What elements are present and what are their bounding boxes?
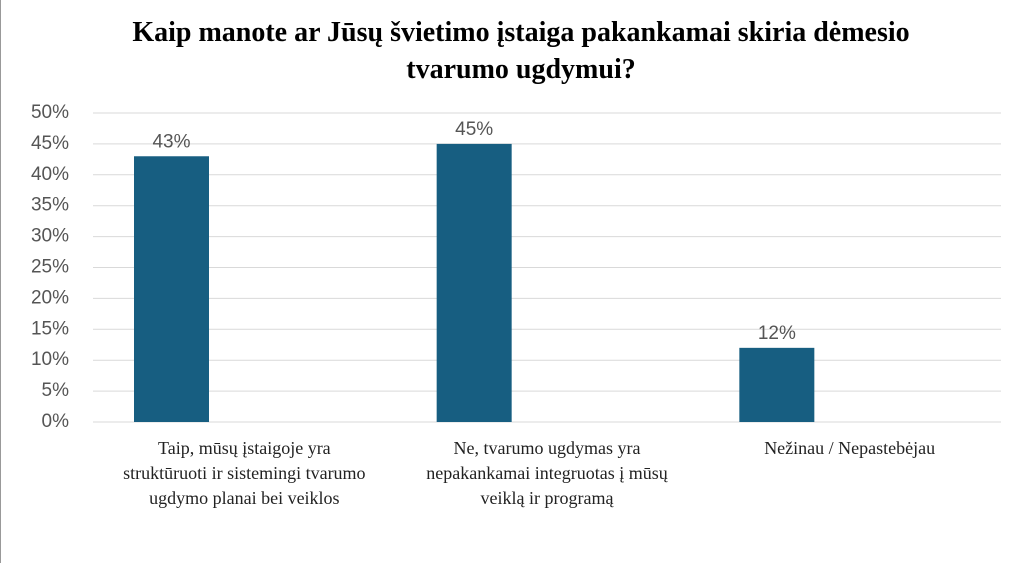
- y-tick-label: 0%: [42, 411, 70, 432]
- data-label: 12%: [758, 323, 796, 344]
- y-tick-label: 10%: [31, 349, 69, 370]
- y-tick-label: 15%: [31, 318, 69, 339]
- bar: [134, 156, 209, 422]
- y-tick-label: 40%: [31, 164, 69, 185]
- y-tick-label: 50%: [31, 102, 69, 123]
- y-tick-label: 35%: [31, 195, 69, 216]
- data-label: 43%: [152, 131, 190, 152]
- y-tick-label: 45%: [31, 133, 69, 154]
- x-tick-label: Ne, tvarumo ugdymas yra nepakankamai int…: [426, 438, 668, 508]
- x-tick-label: Nežinau / Nepastebėjau: [764, 438, 936, 458]
- x-tick-label: Taip, mūsų įstaigoje yra struktūruoti ir…: [123, 438, 366, 508]
- bar: [739, 347, 815, 422]
- y-tick-label: 25%: [31, 257, 69, 278]
- bar: [436, 143, 512, 422]
- data-label: 45%: [455, 119, 493, 140]
- chart-title: Kaip manote ar Jūsų švietimo įstaiga pak…: [132, 17, 910, 85]
- y-tick-label: 30%: [31, 226, 69, 247]
- y-tick-label: 5%: [42, 380, 70, 401]
- y-tick-label: 20%: [31, 287, 69, 308]
